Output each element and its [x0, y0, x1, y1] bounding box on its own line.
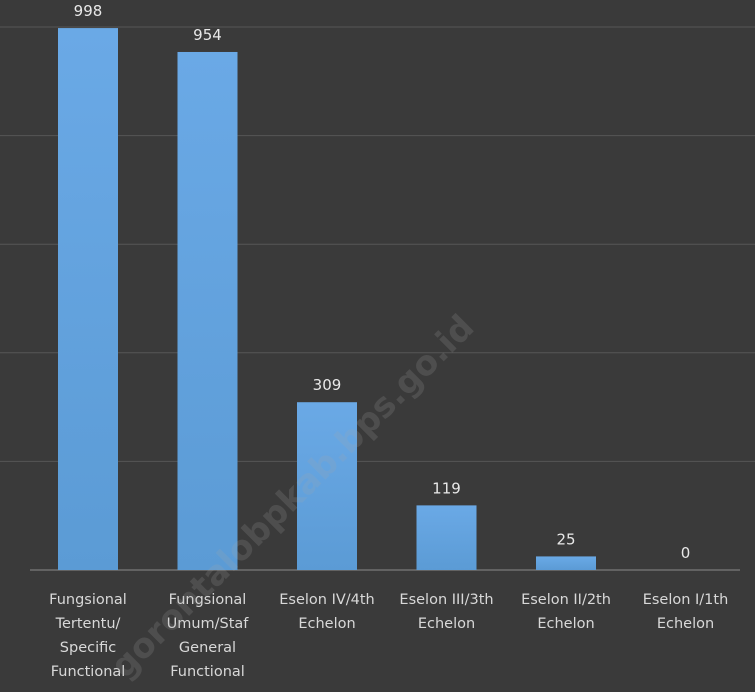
data-label: 25 — [556, 530, 575, 548]
bar — [536, 556, 596, 570]
category-tick-label: Echelon — [537, 616, 594, 632]
data-label: 998 — [74, 2, 103, 20]
category-tick-label: Echelon — [657, 616, 714, 632]
data-label: 119 — [432, 479, 461, 497]
data-label: 954 — [193, 26, 222, 44]
bar — [58, 28, 118, 570]
category-tick-label: Fungsional — [49, 592, 127, 608]
category-tick-label: Eselon I/1th — [643, 592, 729, 608]
category-tick-label: Tertentu/ — [55, 616, 121, 632]
category-tick-label: Echelon — [418, 616, 475, 632]
bar — [417, 505, 477, 570]
bar — [178, 52, 238, 570]
category-tick-label: Functional — [170, 664, 245, 680]
category-tick-label: Eselon III/3th — [399, 592, 493, 608]
data-labels: 998 954 309 119 25 0 — [74, 2, 691, 562]
data-label: 309 — [313, 376, 342, 394]
category-tick-label: Echelon — [298, 616, 355, 632]
category-tick-label: Eselon IV/4th — [279, 592, 375, 608]
category-tick-label: General — [179, 640, 236, 656]
category-tick-label: Eselon II/2th — [521, 592, 611, 608]
data-label: 0 — [681, 544, 691, 562]
